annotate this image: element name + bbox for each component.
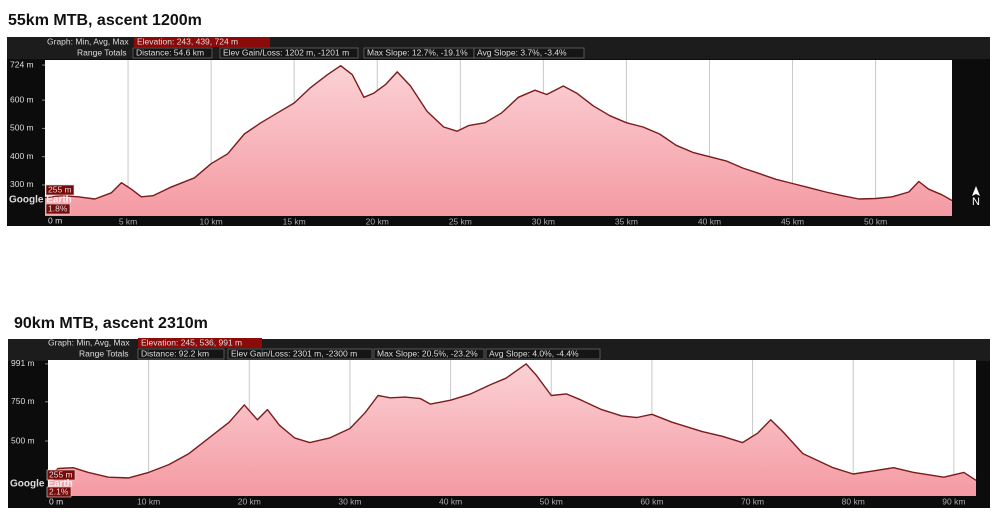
y-tick-label: 500 m <box>10 123 34 133</box>
graph-label: Graph: Min, Avg, Max <box>48 337 130 347</box>
x-tick-label: 45 km <box>781 216 804 226</box>
x-tick-label: 50 km <box>864 216 887 226</box>
x-tick-label: 50 km <box>540 496 563 506</box>
stat-avg-slope: Avg Slope: 4.0%, -4.4% <box>489 348 579 358</box>
y-tick-label: 750 m <box>11 396 35 406</box>
x-tick-label: 40 km <box>698 216 721 226</box>
x-tick-label: 60 km <box>640 496 663 506</box>
stat-avg-slope: Avg Slope: 3.7%, -3.4% <box>477 47 567 57</box>
elevation-stats: Elevation: 245, 536, 991 m <box>141 337 242 347</box>
chart-title: 90km MTB, ascent 2310m <box>14 315 208 332</box>
stat-max-slope: Max Slope: 12.7%, -19.1% <box>367 47 468 57</box>
stat-gain-loss: Elev Gain/Loss: 1202 m, -1201 m <box>223 47 349 57</box>
x-tick-label: 80 km <box>842 496 865 506</box>
cursor-slope-box <box>46 486 72 498</box>
cursor-elevation-box <box>45 184 75 196</box>
graph-label: Graph: Min, Avg, Max <box>47 36 129 46</box>
elevation-line <box>47 363 977 481</box>
y-tick-label: 300 m <box>10 179 34 189</box>
compass-arrow <box>972 186 980 196</box>
stat-box <box>473 47 585 59</box>
stat-box <box>373 348 485 360</box>
x-tick-label: 20 km <box>366 216 389 226</box>
stat-box <box>132 47 213 59</box>
elevation-box <box>134 37 270 47</box>
y-tick-label: 600 m <box>10 94 34 104</box>
elevation-line <box>44 65 953 202</box>
stat-box <box>485 348 601 360</box>
x-tick-label: 30 km <box>532 216 555 226</box>
y-tick-label: 500 m <box>11 435 35 445</box>
stat-max-slope: Max Slope: 20.5%, -23.2% <box>377 348 478 358</box>
x-tick-label: 35 km <box>615 216 638 226</box>
cursor-distance: 0 m <box>48 215 62 225</box>
range-label: Range Totals <box>79 348 128 358</box>
stat-box <box>137 348 225 360</box>
x-tick-label: 25 km <box>449 216 472 226</box>
x-tick-label: 30 km <box>338 496 361 506</box>
cursor-elevation: 255 m <box>48 184 72 194</box>
cursor-slope: 2.1% <box>49 486 69 496</box>
x-tick-label: 10 km <box>200 216 223 226</box>
x-tick-label: 15 km <box>283 216 306 226</box>
elevation-stats: Elevation: 243, 439, 724 m <box>137 36 238 46</box>
cursor-elevation-box <box>46 469 76 481</box>
elevation-box <box>138 338 262 348</box>
y-tick-label: 400 m <box>10 151 34 161</box>
x-tick-label: 70 km <box>741 496 764 506</box>
stat-box <box>219 47 359 59</box>
watermark: Google Earth <box>10 479 73 490</box>
x-tick-label: 5 km <box>119 216 137 226</box>
cursor-distance: 0 m <box>49 496 63 506</box>
cursor-slope: 1.8% <box>48 203 68 213</box>
stat-gain-loss: Elev Gain/Loss: 2301 m, -2300 m <box>231 348 357 358</box>
y-tick-label: 724 m <box>10 59 34 69</box>
cursor-elevation: 255 m <box>49 469 73 479</box>
stat-distance: Distance: 92.2 km <box>141 348 209 358</box>
cursor-slope-box <box>45 203 71 215</box>
x-tick-label: 20 km <box>238 496 261 506</box>
x-tick-label: 90 km <box>942 496 965 506</box>
elevation-fill-highlight <box>45 65 952 216</box>
x-tick-label: 40 km <box>439 496 462 506</box>
chart-title: 55km MTB, ascent 1200m <box>8 12 202 29</box>
x-tick-label: 10 km <box>137 496 160 506</box>
range-label: Range Totals <box>77 47 126 57</box>
stat-box <box>227 348 373 360</box>
stat-distance: Distance: 54.6 km <box>136 47 204 57</box>
compass-label: N <box>972 196 980 208</box>
y-tick-label: 991 m <box>11 358 35 368</box>
watermark: Google Earth <box>9 195 72 206</box>
elevation-fill-highlight <box>48 363 976 496</box>
